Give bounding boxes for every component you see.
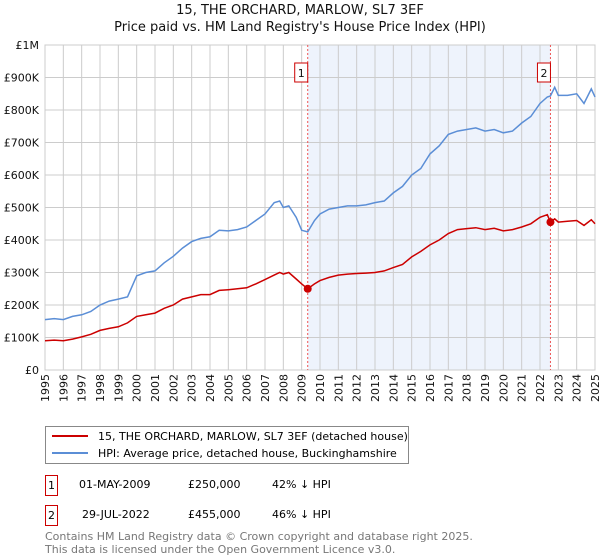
- x-tick-label: 2002: [167, 374, 180, 402]
- transaction-marker: 2: [45, 505, 58, 526]
- x-tick-label: 2021: [516, 374, 529, 402]
- legend-swatch-red: [52, 435, 88, 437]
- legend-item-property: 15, THE ORCHARD, MARLOW, SL7 3EF (detach…: [52, 428, 408, 444]
- legend-label: 15, THE ORCHARD, MARLOW, SL7 3EF (detach…: [98, 429, 408, 443]
- x-tick-label: 1998: [94, 374, 107, 402]
- x-tick-label: 2018: [461, 374, 474, 402]
- x-tick-label: 1997: [76, 374, 89, 402]
- transaction-hpi-diff: 42% ↓ HPI: [272, 478, 331, 491]
- y-tick-label: £500K: [4, 202, 40, 215]
- transaction-price: £250,000: [188, 478, 241, 491]
- sale-marker-box: [294, 62, 309, 83]
- chart-subtitle: Price paid vs. HM Land Registry's House …: [114, 20, 486, 35]
- x-tick-label: 2003: [186, 374, 199, 402]
- x-tick-label: 1996: [57, 374, 70, 402]
- chart-title: 15, THE ORCHARD, MARLOW, SL7 3EF: [176, 3, 424, 18]
- x-tick-label: 2005: [222, 374, 235, 402]
- x-tick-label: 2010: [314, 374, 327, 402]
- transaction-marker: 1: [45, 475, 58, 496]
- y-tick-label: £1M: [16, 39, 40, 52]
- x-tick-label: 2013: [369, 374, 382, 402]
- y-tick-label: £600K: [4, 169, 40, 182]
- transaction-date: 01-MAY-2009: [79, 478, 151, 491]
- x-tick-label: 2012: [351, 374, 364, 402]
- sale-point: [546, 218, 555, 227]
- y-tick-label: £900K: [4, 72, 40, 85]
- y-tick-label: £0: [25, 364, 39, 377]
- transaction-date: 29-JUL-2022: [82, 508, 150, 521]
- price-chart: 1995 1996 1997 1998 1999 2000 2001 2002 2003 2004…: [4, 39, 600, 402]
- legend-label: HPI: Average price, detached house, Buck…: [98, 446, 397, 460]
- x-tick-label: 2022: [534, 374, 547, 402]
- x-tick-label: 2009: [296, 374, 309, 402]
- x-tick-label: 2024: [571, 374, 584, 402]
- sale-marker-label: 1: [298, 67, 305, 80]
- x-tick-label: 2020: [497, 374, 510, 402]
- x-tick-label: 2019: [479, 374, 492, 402]
- x-tick-label: 2004: [204, 374, 217, 402]
- x-tick-label: 2008: [277, 374, 290, 402]
- x-tick-label: 2007: [259, 374, 272, 402]
- y-tick-label: £100K: [4, 332, 40, 345]
- x-tick-label: 2023: [552, 374, 565, 402]
- legend: 15, THE ORCHARD, MARLOW, SL7 3EF (detach…: [45, 426, 409, 464]
- x-tick-label: 1999: [112, 374, 125, 402]
- transaction-price: £455,000: [188, 508, 241, 521]
- transaction-hpi-diff: 46% ↓ HPI: [272, 508, 331, 521]
- property-series-line: [44, 213, 596, 342]
- legend-swatch-blue: [52, 452, 88, 454]
- x-tick-label: 2015: [406, 374, 419, 402]
- hpi-series-line: [44, 85, 596, 321]
- y-tick-label: £700K: [4, 137, 40, 150]
- x-tick-label: 2025: [589, 374, 600, 402]
- sale-marker-label: 2: [540, 67, 547, 80]
- y-tick-label: £300K: [4, 267, 40, 280]
- y-tick-label: £400K: [4, 234, 40, 247]
- sale-marker-box: [536, 62, 551, 83]
- x-tick-label: 2000: [131, 374, 144, 402]
- y-tick-label: £800K: [4, 104, 40, 117]
- x-tick-label: 2016: [424, 374, 437, 402]
- footer-copyright: Contains HM Land Registry data © Crown c…: [45, 530, 473, 543]
- x-tick-label: 2006: [241, 374, 254, 402]
- x-tick-label: 2017: [442, 374, 455, 402]
- x-tick-label: 2011: [332, 374, 345, 402]
- y-tick-label: £200K: [4, 299, 40, 312]
- x-tick-label: 2014: [387, 374, 400, 402]
- footer-licence: This data is licensed under the Open Gov…: [45, 543, 396, 556]
- legend-item-hpi: HPI: Average price, detached house, Buck…: [52, 445, 397, 461]
- x-tick-label: 1995: [39, 374, 52, 402]
- sale-point: [303, 284, 312, 293]
- x-tick-label: 2001: [149, 374, 162, 402]
